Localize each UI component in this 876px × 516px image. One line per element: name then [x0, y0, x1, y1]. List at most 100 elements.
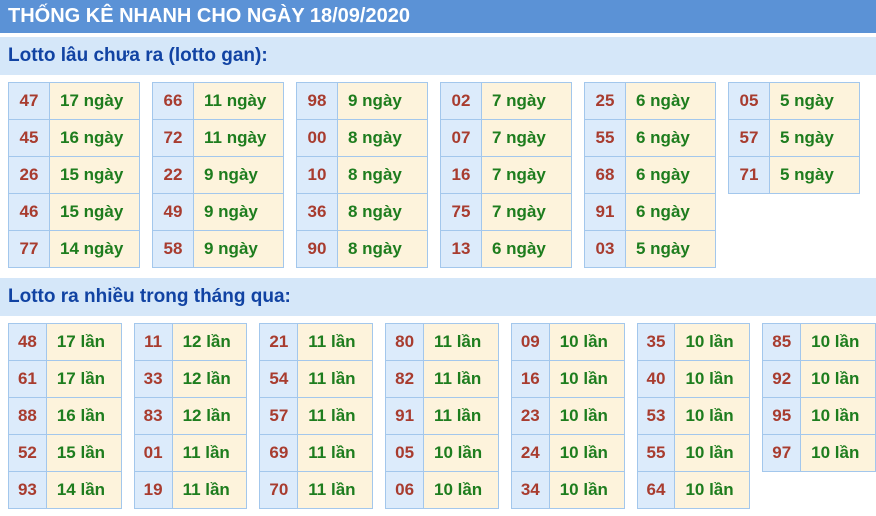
table-row: 85 10 lần	[762, 323, 876, 361]
table-row: 93 14 lần	[8, 471, 122, 509]
stat-value: 11 lần	[171, 471, 248, 509]
table-row: 25 6 ngày	[584, 82, 716, 120]
table-row: 36 8 ngày	[296, 193, 428, 231]
table-row: 49 9 ngày	[152, 193, 284, 231]
lotto-number: 07	[440, 119, 482, 157]
lotto-number: 80	[385, 323, 424, 361]
lotto-number: 35	[636, 323, 676, 361]
lotto-number: 10	[296, 156, 338, 194]
table-row: 33 12 lần	[133, 360, 248, 398]
lotto-number: 02	[440, 82, 482, 120]
stat-value: 10 lần	[800, 397, 876, 435]
stat-table: 05 5 ngày 57 5 ngày 71 5 ngày	[728, 82, 860, 194]
stat-value: 15 lần	[45, 434, 122, 472]
section-heading-lotto-frequent: Lotto ra nhiều trong tháng qua:	[0, 278, 876, 316]
table-row: 68 6 ngày	[584, 156, 716, 194]
table-row: 26 15 ngày	[8, 156, 140, 194]
table-row: 13 6 ngày	[440, 230, 572, 268]
lotto-number: 52	[8, 434, 47, 472]
lotto-number: 45	[8, 119, 50, 157]
stat-value: 10 lần	[800, 323, 876, 361]
lotto-number: 19	[133, 471, 173, 509]
lotto-number: 55	[584, 119, 626, 157]
stat-table: 66 11 ngày 72 11 ngày 22 9 ngày 49 9 ngày 58 9 ng…	[152, 82, 284, 268]
lotto-number: 13	[440, 230, 482, 268]
stat-value: 11 lần	[423, 397, 499, 435]
stat-value: 10 lần	[548, 471, 625, 509]
lotto-number: 95	[762, 397, 802, 435]
stat-value: 6 ngày	[625, 82, 716, 120]
stat-value: 5 ngày	[769, 82, 860, 120]
table-row: 53 10 lần	[636, 397, 751, 435]
table-row: 92 10 lần	[762, 360, 876, 398]
lotto-number: 54	[259, 360, 299, 398]
lotto-number: 25	[584, 82, 626, 120]
stat-value: 5 ngày	[769, 119, 860, 157]
stat-value: 10 lần	[800, 360, 876, 398]
stat-value: 11 lần	[297, 434, 374, 472]
stat-value: 10 lần	[674, 434, 751, 472]
stat-value: 10 lần	[548, 397, 625, 435]
table-row: 00 8 ngày	[296, 119, 428, 157]
lotto-number: 26	[8, 156, 50, 194]
table-row: 91 11 lần	[385, 397, 499, 435]
lotto-number: 57	[259, 397, 299, 435]
lotto-number: 34	[510, 471, 550, 509]
stat-value: 15 ngày	[49, 156, 140, 194]
lotto-number: 16	[510, 360, 550, 398]
table-row: 77 14 ngày	[8, 230, 140, 268]
stat-value: 17 lần	[45, 360, 122, 398]
stat-value: 9 ngày	[193, 193, 284, 231]
stat-value: 16 ngày	[49, 119, 140, 157]
stat-value: 12 lần	[171, 323, 248, 361]
lotto-frequent-tables: 48 17 lần 61 17 lần 88 16 lần 52 15 lần 93 14 lần…	[0, 323, 876, 509]
lotto-number: 49	[152, 193, 194, 231]
stat-value: 11 ngày	[193, 119, 284, 157]
lotto-number: 71	[728, 156, 770, 194]
lotto-number: 90	[296, 230, 338, 268]
lotto-number: 72	[152, 119, 194, 157]
table-row: 57 11 lần	[259, 397, 374, 435]
table-row: 72 11 ngày	[152, 119, 284, 157]
stat-table: 09 10 lần 16 10 lần 23 10 lần 24 10 lần 34 10 lần	[510, 323, 625, 509]
lotto-number: 16	[440, 156, 482, 194]
table-row: 09 10 lần	[510, 323, 625, 361]
section-lotto-gan: Lotto lâu chưa ra (lotto gan): 47 17 ngày…	[0, 37, 876, 268]
stat-value: 11 lần	[297, 323, 374, 361]
lotto-number: 33	[133, 360, 173, 398]
table-row: 71 5 ngày	[728, 156, 860, 194]
lotto-number: 53	[636, 397, 676, 435]
table-row: 02 7 ngày	[440, 82, 572, 120]
lotto-number: 66	[152, 82, 194, 120]
table-row: 70 11 lần	[259, 471, 374, 509]
lotto-number: 00	[296, 119, 338, 157]
table-row: 58 9 ngày	[152, 230, 284, 268]
stat-value: 10 lần	[548, 360, 625, 398]
stat-table: 48 17 lần 61 17 lần 88 16 lần 52 15 lần 93 14 lần	[8, 323, 122, 509]
table-row: 91 6 ngày	[584, 193, 716, 231]
lotto-number: 82	[385, 360, 424, 398]
lotto-number: 98	[296, 82, 338, 120]
table-row: 66 11 ngày	[152, 82, 284, 120]
stat-value: 11 lần	[297, 471, 374, 509]
lotto-number: 70	[259, 471, 299, 509]
stat-value: 11 ngày	[193, 82, 284, 120]
stat-table: 02 7 ngày 07 7 ngày 16 7 ngày 75 7 ngày 13 6 ngày	[440, 82, 572, 268]
stat-value: 11 lần	[171, 434, 248, 472]
table-row: 40 10 lần	[636, 360, 751, 398]
stat-table: 85 10 lần 92 10 lần 95 10 lần 97 10 lần	[762, 323, 876, 472]
stat-value: 10 lần	[548, 323, 625, 361]
table-row: 23 10 lần	[510, 397, 625, 435]
table-row: 35 10 lần	[636, 323, 751, 361]
table-row: 10 8 ngày	[296, 156, 428, 194]
table-row: 03 5 ngày	[584, 230, 716, 268]
table-row: 90 8 ngày	[296, 230, 428, 268]
lotto-number: 21	[259, 323, 299, 361]
lotto-number: 06	[385, 471, 424, 509]
lotto-number: 57	[728, 119, 770, 157]
stat-value: 8 ngày	[337, 119, 428, 157]
lotto-number: 36	[296, 193, 338, 231]
table-row: 05 10 lần	[385, 434, 499, 472]
stat-value: 6 ngày	[481, 230, 572, 268]
table-row: 21 11 lần	[259, 323, 374, 361]
